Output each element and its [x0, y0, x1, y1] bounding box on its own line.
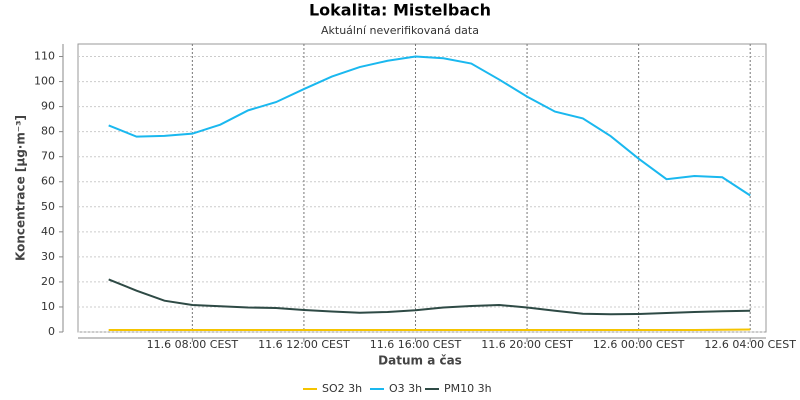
chart-subtitle: Aktuální neverifikovaná data: [321, 24, 479, 37]
x-tick-label: 11.6 12:00 CEST: [258, 338, 350, 351]
plot-area: [77, 43, 767, 333]
y-tick-label: 40: [41, 225, 55, 238]
y-tick-label: 30: [41, 250, 55, 263]
legend-label: O3 3h: [389, 382, 422, 395]
series-line: [108, 328, 751, 331]
x-tick-label: 12.6 04:00 CEST: [704, 338, 796, 351]
series-line: [108, 55, 751, 197]
y-axis-label: Koncentrace [µg·m⁻³]: [14, 115, 28, 261]
series-line: [108, 278, 751, 316]
y-tick-label: 20: [41, 275, 55, 288]
x-tick-label: 12.6 00:00 CEST: [593, 338, 685, 351]
y-tick-label: 80: [41, 125, 55, 138]
y-tick-label: 50: [41, 200, 55, 213]
legend-label: SO2 3h: [322, 382, 362, 395]
y-tick-label: 90: [41, 100, 55, 113]
y-tick-label: 70: [41, 150, 55, 163]
x-axis-label: Datum a čas: [378, 354, 462, 368]
x-tick-label: 11.6 16:00 CEST: [370, 338, 462, 351]
legend-label: PM10 3h: [444, 382, 492, 395]
y-tick-label: 110: [34, 50, 55, 63]
x-tick-label: 11.6 08:00 CEST: [147, 338, 239, 351]
y-tick-label: 10: [41, 300, 55, 313]
y-tick-label: 100: [34, 75, 55, 88]
y-tick-label: 60: [41, 175, 55, 188]
y-tick-label: 0: [48, 325, 55, 338]
chart-title: Lokalita: Mistelbach: [309, 1, 491, 20]
x-tick-label: 11.6 20:00 CEST: [481, 338, 573, 351]
